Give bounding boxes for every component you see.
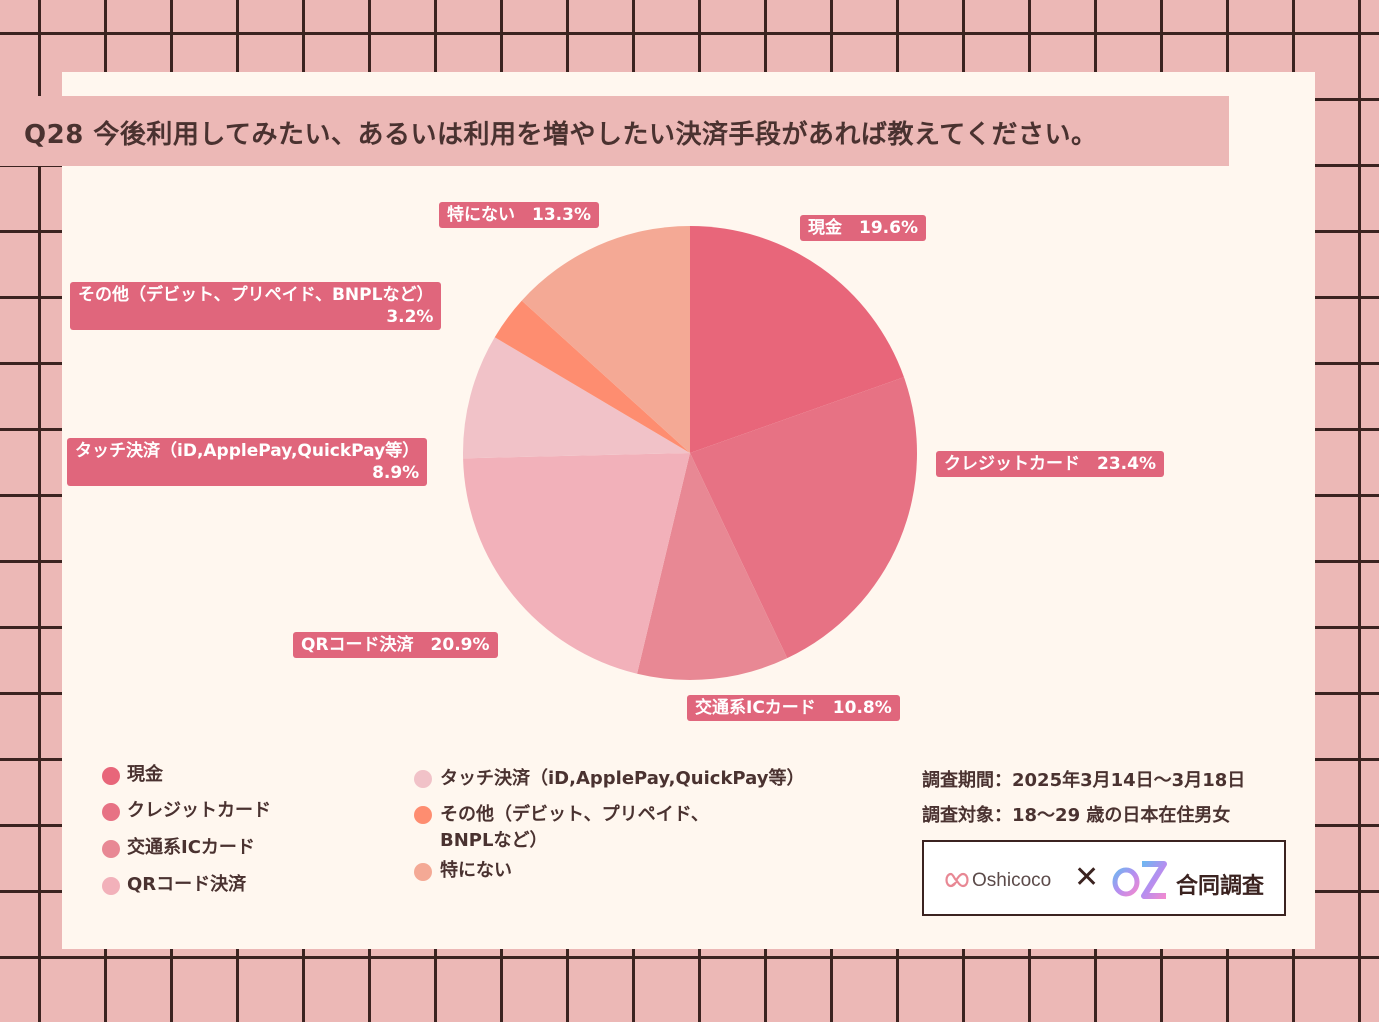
label-touch-value: 8.9%	[372, 463, 420, 483]
survey-target: 調査対象：18～29 歳の日本在住男女	[922, 805, 1231, 826]
label-other-value: 3.2%	[386, 307, 434, 327]
joint-survey-text: 合同調査	[1176, 874, 1265, 899]
pie-slice-1	[690, 377, 917, 659]
legend-other-line2: BNPLなど）	[440, 830, 548, 851]
page-title: Q28 今後利用してみたい、あるいは利用を増やしたい決済手段があれば教えてくださ…	[24, 120, 1098, 150]
label-other-name: その他（デビット、プリペイド、BNPLなど）	[78, 285, 434, 305]
legend-ic: 交通系ICカード	[127, 837, 255, 858]
legend-dot-ic	[102, 840, 120, 858]
label-ic: 交通系ICカード 10.8%	[687, 695, 900, 721]
legend-other: その他（デビット、プリペイド、 BNPLなど）	[440, 802, 709, 854]
legend-qr: QRコード決済	[127, 874, 247, 895]
title-bar	[0, 96, 1229, 166]
legend-dot-cash	[102, 767, 120, 785]
legend-dot-none	[414, 863, 432, 881]
label-qr: QRコード決済 20.9%	[293, 632, 498, 658]
pie-slice-3	[463, 453, 690, 674]
label-cash: 現金 19.6%	[800, 215, 926, 241]
label-credit: クレジットカード 23.4%	[936, 451, 1164, 477]
legend-dot-other	[414, 806, 432, 824]
legend-none: 特にない	[440, 860, 512, 881]
legend-dot-credit	[102, 803, 120, 821]
label-none: 特にない 13.3%	[439, 202, 599, 228]
legend-cash: 現金	[127, 764, 163, 785]
label-other: その他（デビット、プリペイド、BNPLなど） 3.2%	[70, 282, 442, 330]
pie-slice-0	[690, 226, 904, 453]
legend-dot-touch	[414, 770, 432, 788]
logo-box: Oshicoco ✕ 合同調査	[922, 840, 1286, 916]
legend-other-line1: その他（デビット、プリペイド、	[440, 804, 709, 825]
legend-credit: クレジットカード	[127, 800, 271, 821]
survey-period: 調査期間：2025年3月14日～3月18日	[922, 770, 1246, 791]
oshicoco-logo-icon	[945, 872, 969, 888]
label-touch-name: タッチ決済（iD,ApplePay,QuickPay等）	[75, 441, 420, 461]
legend-dot-qr	[102, 877, 120, 895]
pie-slice-5	[494, 300, 690, 453]
pie-slice-2	[637, 453, 788, 680]
az-logo-icon	[1112, 861, 1167, 899]
collab-x: ✕	[1074, 860, 1100, 895]
pie-slice-6	[521, 226, 690, 453]
legend-touch: タッチ決済（iD,ApplePay,QuickPay等）	[440, 768, 805, 789]
label-touch: タッチ決済（iD,ApplePay,QuickPay等） 8.9%	[67, 438, 428, 486]
oshicoco-logo-text: Oshicoco	[972, 870, 1052, 891]
pie-slice-4	[463, 337, 690, 459]
